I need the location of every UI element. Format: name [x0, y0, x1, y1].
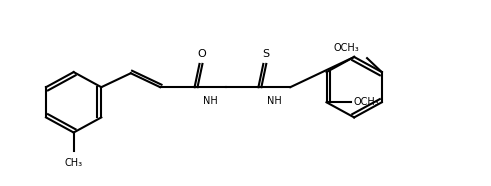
Text: NH: NH — [203, 97, 218, 107]
Text: NH: NH — [267, 97, 282, 107]
Text: O: O — [197, 49, 206, 59]
Text: S: S — [262, 49, 270, 59]
Text: OCH₃: OCH₃ — [354, 97, 379, 107]
Text: CH₃: CH₃ — [65, 158, 82, 168]
Text: OCH₃: OCH₃ — [334, 44, 360, 54]
